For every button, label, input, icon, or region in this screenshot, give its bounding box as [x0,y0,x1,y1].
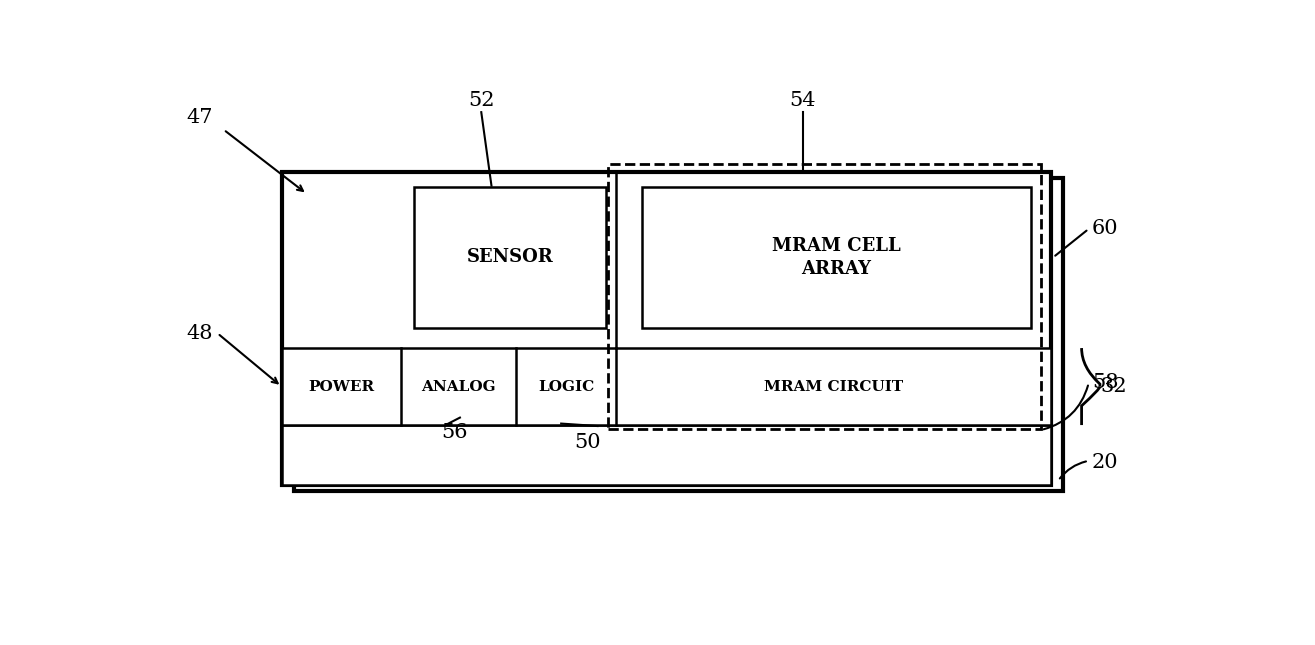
Text: 54: 54 [789,91,817,110]
Text: LOGIC: LOGIC [538,379,594,393]
Text: MRAM CIRCUIT: MRAM CIRCUIT [764,379,903,393]
Bar [281,425,1051,484]
Text: POWER: POWER [308,379,375,393]
Bar [642,186,1031,328]
Text: 48: 48 [187,324,213,342]
Text: 58: 58 [1091,373,1118,392]
Text: ANALOG: ANALOG [421,379,496,393]
Text: MRAM CELL
ARRAY: MRAM CELL ARRAY [772,237,901,278]
Text: 56: 56 [442,422,468,442]
Bar [281,172,1051,484]
Bar [281,348,1051,425]
Text: 50: 50 [575,433,601,451]
Text: 32: 32 [1099,377,1127,396]
Text: 60: 60 [1091,219,1118,239]
Text: SENSOR: SENSOR [467,248,554,266]
Bar [608,164,1041,429]
Bar [414,186,606,328]
Text: 52: 52 [468,91,494,110]
Text: 47: 47 [187,108,213,126]
Bar [293,178,1064,491]
Text: 20: 20 [1091,453,1118,471]
